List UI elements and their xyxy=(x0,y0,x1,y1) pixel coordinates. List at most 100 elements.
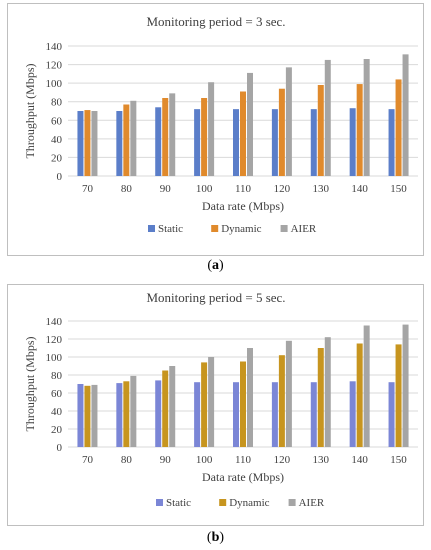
chart-a-y-tick-label-20: 20 xyxy=(51,152,63,164)
chart-a-legend-swatch-dynamic xyxy=(211,225,219,232)
chart-a-y-tick-label-80: 80 xyxy=(51,97,63,109)
chart-a-bar-dynamic-110 xyxy=(240,91,246,176)
chart-b-bar-dynamic-140 xyxy=(356,343,363,447)
chart-b-y-tick-label-80: 80 xyxy=(51,370,63,382)
chart-a-legend-swatch-aier xyxy=(280,225,288,232)
chart-b-bar-dynamic-110 xyxy=(240,361,246,447)
chart-b-bar-dynamic-70 xyxy=(84,385,91,447)
chart-a-x-tick-label-120: 120 xyxy=(274,183,291,195)
chart-a-bar-static-70 xyxy=(77,111,84,176)
chart-b-x-tick-label-140: 140 xyxy=(351,454,368,466)
chart-a-svg: Monitoring period = 3 sec. 0 20 40 60 80 100 12… xyxy=(23,14,418,235)
chart-b-legend-swatch-aier xyxy=(288,499,296,506)
chart-a-bar-dynamic-140 xyxy=(356,84,363,176)
chart-b-y-tick-label-100: 100 xyxy=(46,352,63,364)
chart-a-bar-dynamic-130 xyxy=(317,85,324,176)
chart-b-y-tick-label-40: 40 xyxy=(51,406,63,418)
chart-a-bar-aier-80 xyxy=(130,100,137,176)
chart-b-bar-aier-130 xyxy=(324,337,331,447)
chart-panel-b: Monitoring period = 5 sec. 0 20 40 60 80 100 12… xyxy=(7,284,424,526)
chart-a-bar-aier-130 xyxy=(324,59,331,176)
chart-a-bar-dynamic-150 xyxy=(395,79,402,176)
chart-a-bar-dynamic-120 xyxy=(278,88,285,176)
chart-a-bar-aier-100 xyxy=(208,82,215,176)
chart-a-bar-static-150 xyxy=(388,109,395,176)
chart-a-bar-static-140 xyxy=(349,108,356,176)
chart-a-y-tick-label-140: 140 xyxy=(46,41,63,53)
chart-a-bar-aier-110 xyxy=(247,72,253,176)
chart-a-y-tick-label-0: 0 xyxy=(57,171,63,183)
chart-a-x-tick-label-70: 70 xyxy=(82,183,94,195)
chart-a-bar-static-110 xyxy=(233,109,239,176)
chart-b-bar-static-130 xyxy=(310,382,317,447)
chart-b-bar-aier-110 xyxy=(247,348,253,447)
chart-a-x-tick-label-130: 130 xyxy=(313,183,330,195)
chart-b-bar-static-90 xyxy=(155,380,162,447)
chart-b-bar-aier-80 xyxy=(130,375,137,447)
chart-b-y-tick-label-60: 60 xyxy=(51,388,63,400)
chart-a-bar-dynamic-70 xyxy=(84,110,91,176)
chart-b-bar-dynamic-130 xyxy=(317,348,324,447)
chart-a-y-axis-label: Throughput (Mbps) xyxy=(23,64,37,159)
chart-b-bar-dynamic-150 xyxy=(395,344,402,447)
chart-panel-a: Monitoring period = 3 sec. 0 20 40 60 80 100 12… xyxy=(7,3,424,256)
chart-b-y-tick-label-20: 20 xyxy=(51,424,63,436)
chart-a-bar-aier-140 xyxy=(363,59,370,176)
chart-b-bar-static-110 xyxy=(233,382,239,447)
chart-b-bar-dynamic-100 xyxy=(201,362,208,447)
chart-b-chart-title: Monitoring period = 5 sec. xyxy=(146,290,285,305)
chart-b-bar-static-120 xyxy=(271,382,278,447)
chart-a-bar-dynamic-80 xyxy=(123,104,130,176)
chart-a-x-tick-label-100: 100 xyxy=(196,183,213,195)
chart-a-bar-static-80 xyxy=(116,111,123,176)
chart-a-y-tick-label-40: 40 xyxy=(51,134,63,146)
chart-a-bar-aier-120 xyxy=(285,67,292,176)
chart-b-x-tick-label-100: 100 xyxy=(196,454,213,466)
chart-b-y-axis-label: Throughput (Mbps) xyxy=(23,337,37,432)
chart-b-bar-aier-150 xyxy=(402,324,409,447)
figure-sublabel-a: (a) xyxy=(207,258,224,273)
chart-a-bar-aier-150 xyxy=(402,54,409,176)
chart-b-x-tick-label-70: 70 xyxy=(82,454,94,466)
chart-b-legend-label-static: Static xyxy=(166,497,191,509)
chart-b-legend-label-aier: AIER xyxy=(299,497,325,509)
chart-a-x-tick-label-80: 80 xyxy=(121,183,133,195)
chart-a-bar-static-120 xyxy=(271,109,278,176)
chart-b-bar-aier-140 xyxy=(363,325,370,447)
chart-a-y-tick-label-100: 100 xyxy=(46,78,63,90)
chart-b-x-tick-label-80: 80 xyxy=(121,454,133,466)
chart-b-svg: Monitoring period = 5 sec. 0 20 40 60 80 100 12… xyxy=(23,290,418,509)
chart-b-legend-swatch-dynamic xyxy=(219,499,227,506)
chart-b-bar-aier-90 xyxy=(169,366,176,447)
chart-a-legend-swatch-static xyxy=(148,225,155,232)
chart-a-bar-aier-90 xyxy=(169,93,176,176)
chart-a-x-tick-label-90: 90 xyxy=(160,183,172,195)
chart-b-legend-label-dynamic: Dynamic xyxy=(229,497,269,509)
chart-a-legend-label-dynamic: Dynamic xyxy=(221,223,261,235)
chart-b-x-axis-label: Data rate (Mbps) xyxy=(202,470,284,484)
chart-b-bar-aier-100 xyxy=(208,357,215,447)
chart-a-legend-label-static: Static xyxy=(158,223,183,235)
chart-b-bar-aier-120 xyxy=(285,340,292,447)
chart-b-x-tick-label-150: 150 xyxy=(390,454,407,466)
chart-a-x-tick-label-140: 140 xyxy=(351,183,368,195)
chart-a-x-axis-label: Data rate (Mbps) xyxy=(202,199,284,213)
chart-a-bar-static-130 xyxy=(310,109,317,176)
chart-b-y-tick-label-120: 120 xyxy=(46,334,63,346)
chart-b-legend-swatch-static xyxy=(156,499,163,506)
chart-b-bar-static-150 xyxy=(388,382,395,447)
chart-b-bar-aier-70 xyxy=(91,384,98,447)
chart-b-bar-dynamic-80 xyxy=(123,381,130,447)
chart-b-bar-static-70 xyxy=(77,384,84,447)
chart-a-legend-label-aier: AIER xyxy=(291,223,317,235)
chart-b-x-tick-label-90: 90 xyxy=(160,454,172,466)
chart-b-bar-dynamic-120 xyxy=(278,355,285,447)
chart-b-x-tick-label-120: 120 xyxy=(274,454,291,466)
chart-a-x-tick-label-110: 110 xyxy=(235,183,252,195)
chart-b-y-tick-label-140: 140 xyxy=(46,316,63,328)
chart-b-x-tick-label-130: 130 xyxy=(313,454,330,466)
chart-a-chart-title: Monitoring period = 3 sec. xyxy=(146,14,285,29)
figure-sublabel-b: (b) xyxy=(206,530,225,545)
chart-a-y-tick-label-120: 120 xyxy=(46,60,63,72)
chart-b-bar-dynamic-90 xyxy=(162,370,169,447)
